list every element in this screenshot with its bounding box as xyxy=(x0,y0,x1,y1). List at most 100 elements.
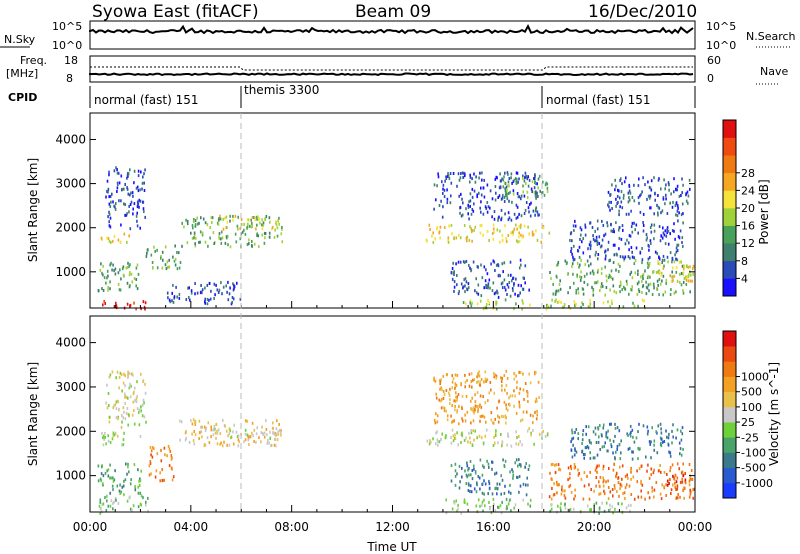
scatter-point xyxy=(684,472,686,475)
scatter-point xyxy=(516,380,518,384)
scatter-point xyxy=(164,263,167,267)
scatter-point xyxy=(526,177,529,181)
scatter-point xyxy=(469,175,472,179)
scatter-point xyxy=(457,292,460,296)
scatter-point xyxy=(560,502,562,506)
scatter-point xyxy=(113,305,116,308)
scatter-point xyxy=(634,228,636,232)
scatter-point xyxy=(550,463,553,467)
scatter-point xyxy=(472,429,474,433)
scatter-point xyxy=(627,476,629,480)
scatter-point xyxy=(619,205,621,209)
scatter-point xyxy=(475,291,478,295)
scatter-point xyxy=(249,224,251,228)
scatter-point xyxy=(101,482,104,486)
scatter-point xyxy=(504,171,506,175)
scatter-point xyxy=(624,486,627,490)
scatter-point xyxy=(674,474,677,478)
scatter-point xyxy=(233,287,235,291)
scatter-point xyxy=(107,468,110,472)
scatter-point xyxy=(129,385,131,388)
scatter-point xyxy=(507,234,510,237)
scatter-point xyxy=(497,218,499,222)
scatter-point xyxy=(501,388,503,392)
scatter-point xyxy=(207,421,210,425)
scatter-point xyxy=(261,223,263,227)
scatter-point xyxy=(127,373,129,377)
scatter-point xyxy=(209,226,211,229)
scatter-point xyxy=(129,382,131,386)
scatter-point xyxy=(498,482,501,486)
scatter-point xyxy=(512,470,514,474)
scatter-point xyxy=(482,307,485,311)
scatter-point xyxy=(607,300,609,304)
scatter-point xyxy=(672,423,674,427)
scatter-point xyxy=(277,430,280,434)
scatter-point xyxy=(267,438,269,442)
scatter-point xyxy=(169,300,172,304)
scatter-point xyxy=(490,262,492,266)
scatter-point xyxy=(692,488,694,492)
scatter-point xyxy=(589,247,592,251)
scatter-point xyxy=(553,493,556,496)
scatter-point xyxy=(270,444,272,448)
scatter-point xyxy=(671,270,673,274)
scatter-point xyxy=(209,236,211,240)
scatter-point xyxy=(502,415,505,419)
scatter-point xyxy=(234,214,237,218)
scatter-point xyxy=(515,442,517,446)
scatter-point xyxy=(122,273,125,277)
scatter-point xyxy=(620,439,622,443)
scatter-point xyxy=(684,478,687,482)
scatter-point xyxy=(492,497,495,501)
scatter-point xyxy=(137,491,140,495)
scatter-point xyxy=(172,475,175,479)
scatter-point xyxy=(516,386,518,390)
scatter-point xyxy=(589,240,592,244)
scatter-point xyxy=(688,463,691,466)
scatter-point xyxy=(509,260,512,264)
scatter-point xyxy=(528,203,531,206)
scatter-point xyxy=(103,437,105,441)
scatter-point xyxy=(500,197,503,201)
scatter-point xyxy=(440,378,442,382)
scatter-point xyxy=(151,455,154,459)
scatter-point xyxy=(145,254,148,258)
scatter-point xyxy=(642,176,644,180)
scatter-point xyxy=(582,237,584,241)
scatter-point xyxy=(647,491,649,495)
scatter-point xyxy=(674,485,676,489)
scatter-point xyxy=(106,269,109,273)
scatter-point xyxy=(498,186,501,190)
scatter-point xyxy=(676,184,679,188)
scatter-point xyxy=(461,197,463,201)
scatter-point xyxy=(618,247,620,251)
scatter-point xyxy=(121,485,123,489)
scatter-point xyxy=(571,428,573,432)
scatter-point xyxy=(107,237,110,240)
scatter-point xyxy=(504,288,507,292)
scatter-point xyxy=(574,447,576,451)
scatter-point xyxy=(473,487,476,491)
scatter-point xyxy=(689,488,691,492)
scatter-point xyxy=(604,257,607,261)
scatter-point xyxy=(478,374,481,378)
scatter-point xyxy=(126,212,128,216)
scatter-point xyxy=(472,409,475,413)
scatter-point xyxy=(485,428,488,432)
scatter-point xyxy=(133,409,135,412)
scatter-point xyxy=(634,259,637,262)
scatter-point xyxy=(463,498,466,502)
scatter-point xyxy=(201,425,203,429)
scatter-point xyxy=(474,407,476,411)
scatter-point xyxy=(598,511,600,515)
scatter-point xyxy=(457,260,460,264)
scatter-point xyxy=(102,289,105,292)
scatter-point xyxy=(656,279,659,283)
scatter-point xyxy=(124,478,127,482)
scatter-point xyxy=(521,443,523,447)
scatter-point xyxy=(502,270,504,274)
scatter-point xyxy=(518,212,520,216)
scatter-point xyxy=(510,444,513,448)
scatter-point xyxy=(257,218,260,221)
